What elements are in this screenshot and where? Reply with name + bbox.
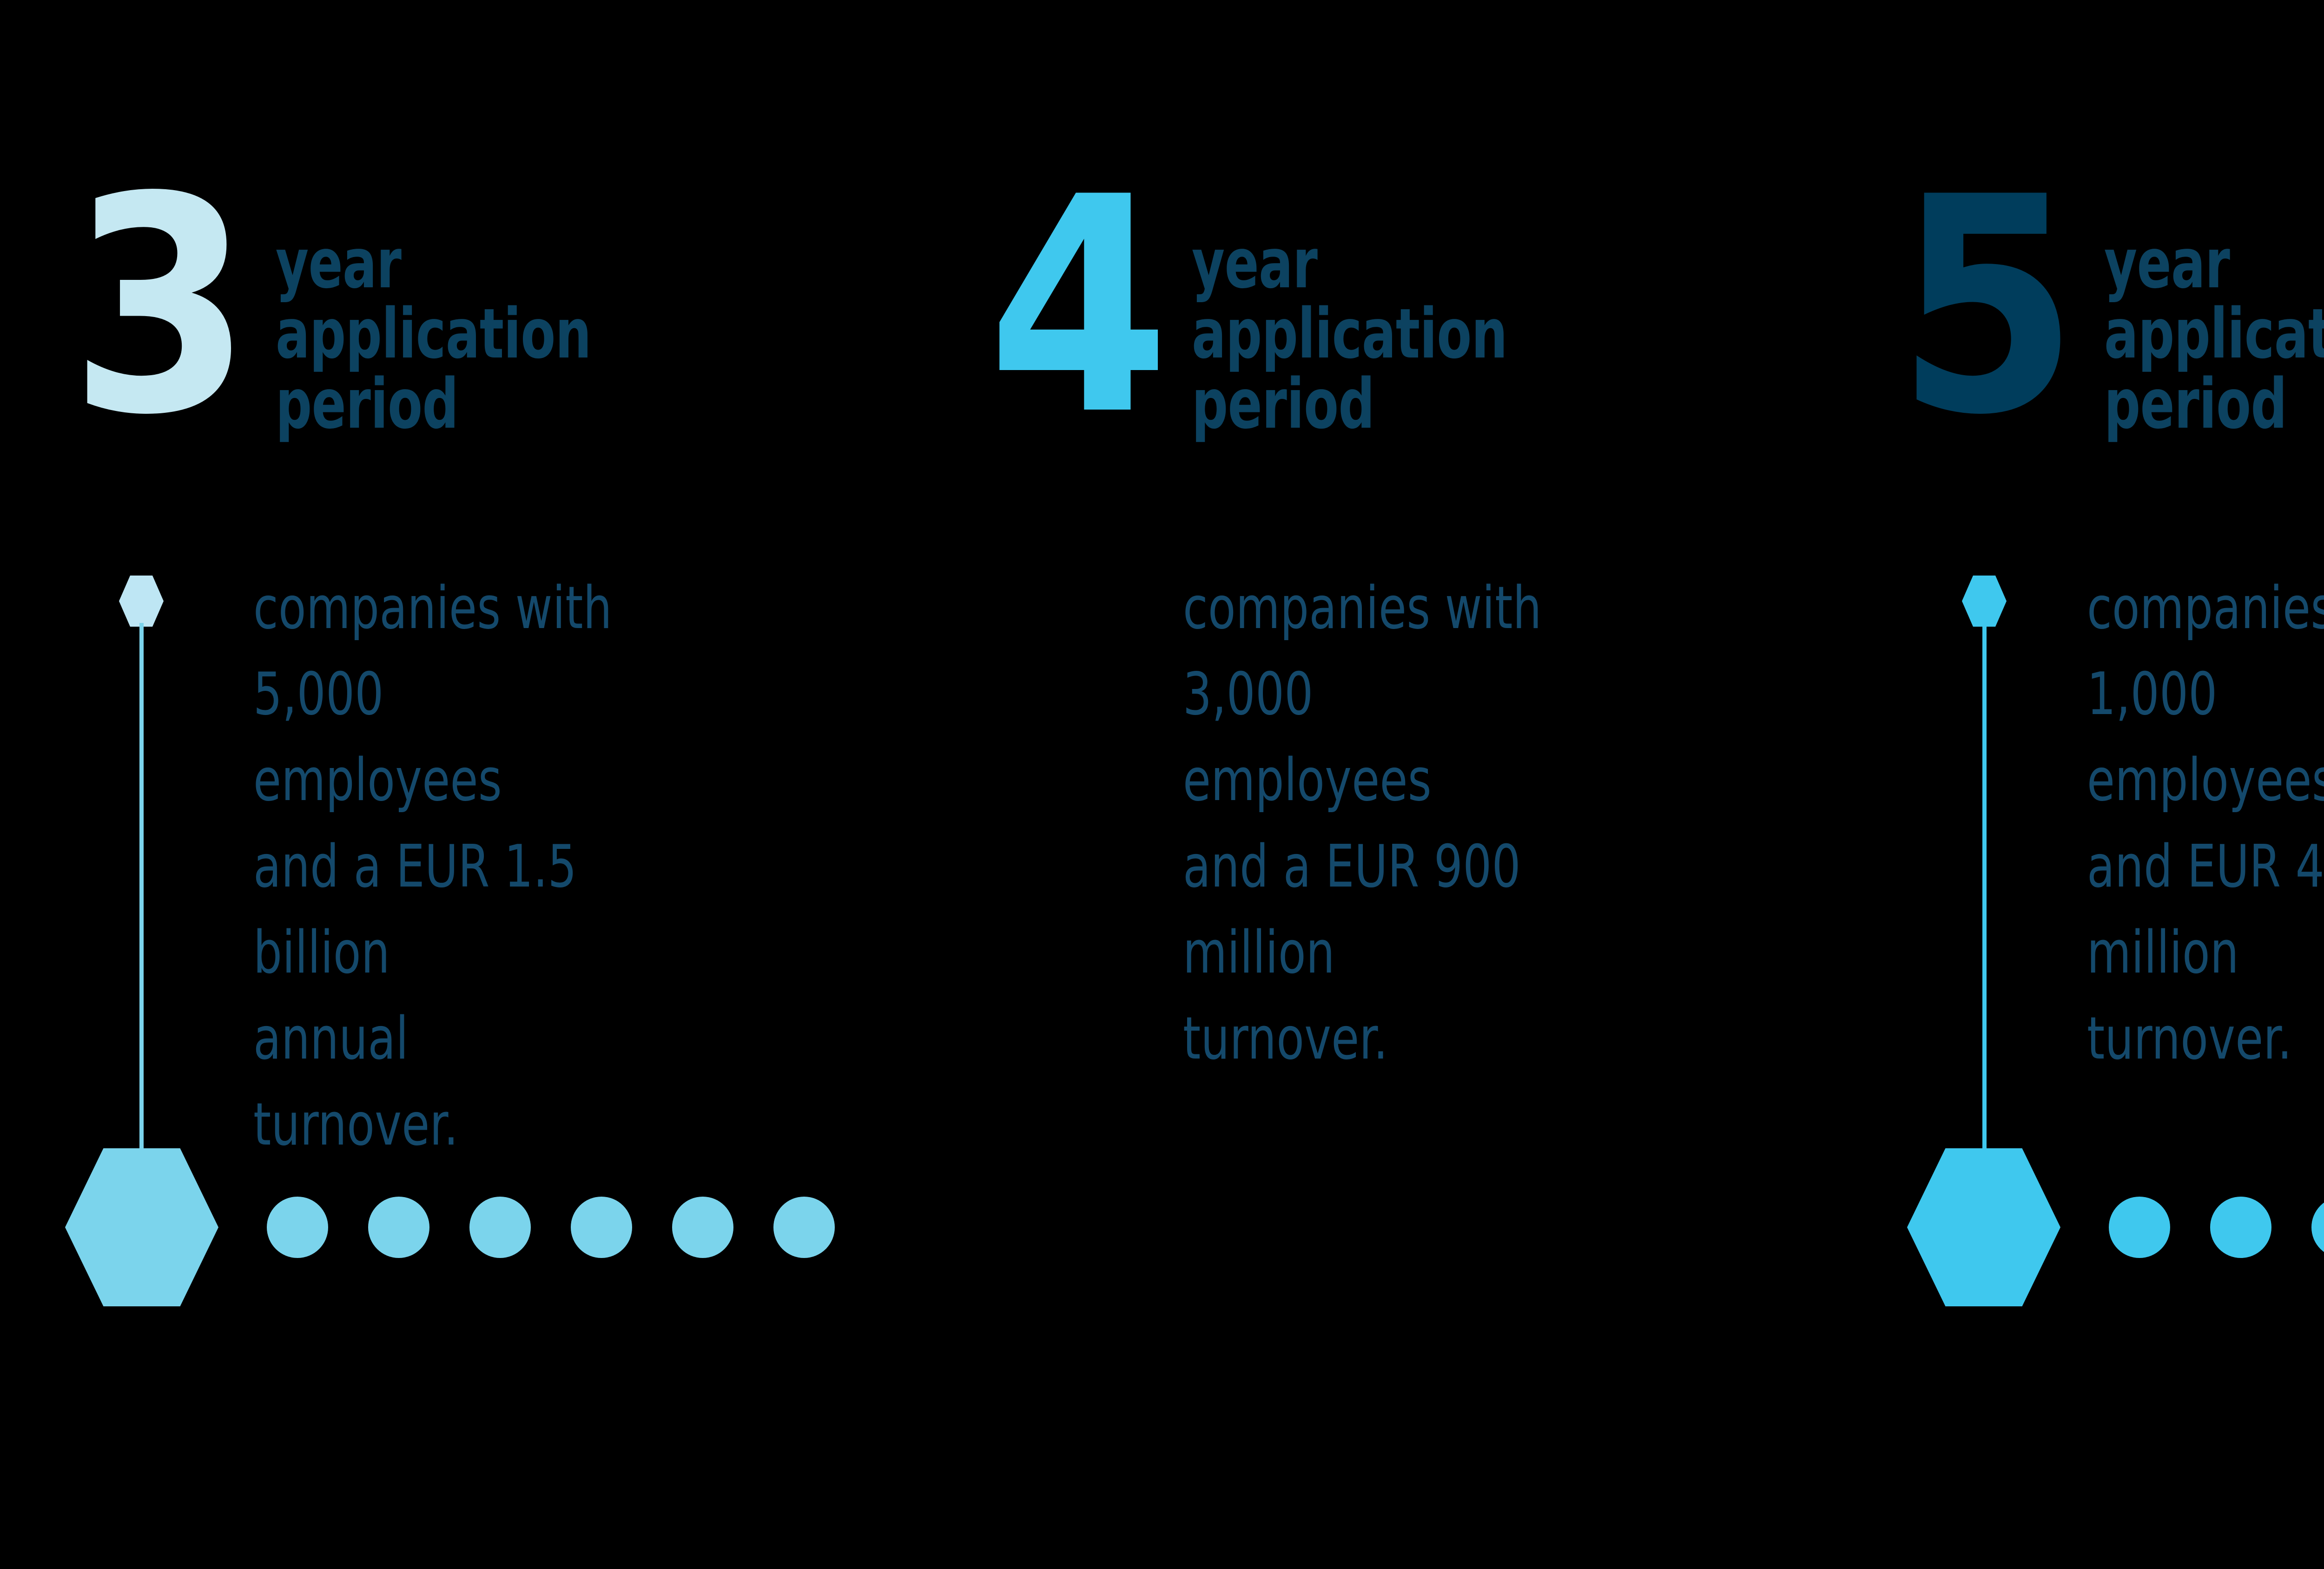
tier-heading-label: year application period [275,224,591,444]
tier-group-4-year: 4 year application period companies with… [918,0,2324,1569]
tier-numeral: 3 [70,133,252,480]
tier-dot-marker [469,1197,531,1258]
tier-dot-marker [267,1197,328,1258]
tier-heading-label: year application period [1191,224,1507,444]
connector-stem [1982,623,1987,1188]
tier-dot-marker [672,1197,733,1258]
tier-dot-marker [2210,1197,2271,1258]
tier-heading-row: 4 year application period [988,158,1576,455]
tier-body-text: companies with 1,000 employees and EUR 4… [2087,574,2324,1073]
marker-row [65,1148,835,1306]
tier-heading-row: 3 year application period [70,158,660,455]
tier-numeral: 5 [1896,133,2079,480]
tier-dot-marker [2109,1197,2170,1258]
tier-dot-marker [571,1197,632,1258]
tier-dot-marker [368,1197,429,1258]
marker-row [1907,1148,2324,1306]
tier-hexagon-marker [1907,1148,2060,1306]
tier-group-3-year: 3 year application period companies with… [0,0,934,1569]
tier-group-5-year: 5 year application period companies with… [1827,0,2324,1569]
mini-hexagon-icon [1962,576,2007,627]
tier-hexagon-marker [65,1148,218,1306]
tier-body-text: companies with 5,000 employees and a EUR… [253,574,612,1159]
tier-heading-row: 5 year application period [1896,158,2324,455]
mini-hexagon-icon [119,576,164,627]
tier-numeral: 4 [988,133,1170,480]
tier-dot-marker [773,1197,835,1258]
connector-stem [139,623,144,1188]
tier-heading-label: year application period [2104,224,2324,444]
tier-body-text: companies with 3,000 employees and a EUR… [1183,574,1542,1073]
